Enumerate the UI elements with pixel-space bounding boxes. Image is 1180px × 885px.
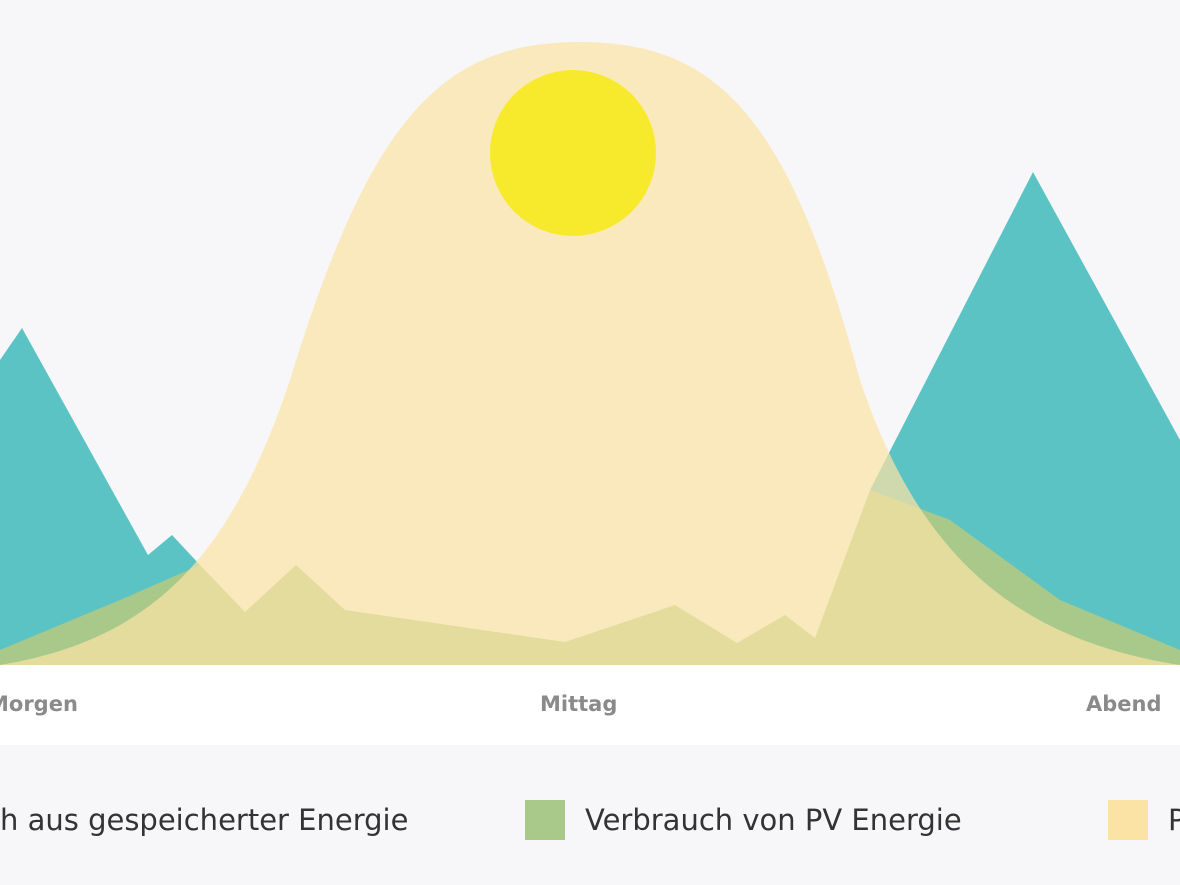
legend-label: Verbrauch von PV Energie — [585, 803, 962, 837]
axis-label: Abend — [1086, 692, 1162, 716]
axis-label: Mittag — [540, 692, 618, 716]
legend-label: h aus gespeicherter Energie — [0, 803, 409, 837]
legend-item: Verbrauch von PV Energie — [525, 800, 962, 840]
axis-band — [0, 665, 1180, 745]
legend-item: P — [1108, 800, 1180, 840]
sun — [490, 70, 656, 236]
legend-label: P — [1168, 803, 1180, 837]
axis-label: Morgen — [0, 692, 78, 716]
pv-production-area — [0, 42, 1180, 665]
legend-swatch — [1108, 800, 1148, 840]
legend-item: h aus gespeicherter Energie — [0, 800, 408, 840]
stored-energy-area — [0, 328, 200, 665]
legend-swatch — [525, 800, 565, 840]
